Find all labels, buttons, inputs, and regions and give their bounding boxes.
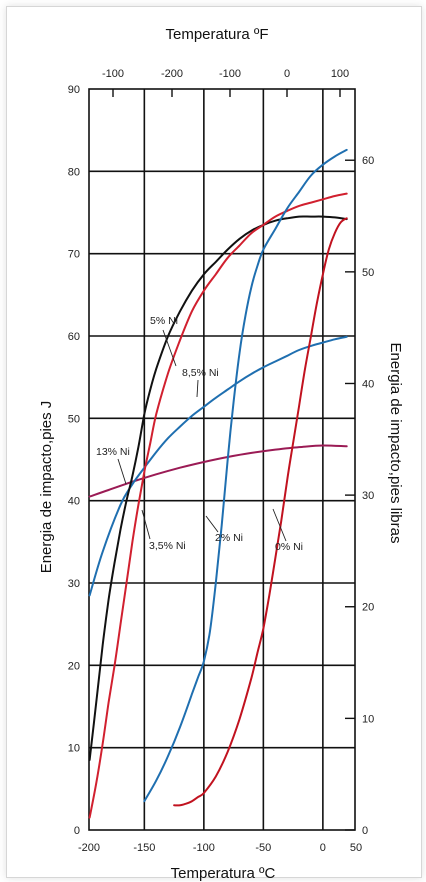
y-tick-label-right: 50 bbox=[362, 267, 374, 279]
x-tick-label-top: -100 bbox=[102, 68, 124, 80]
y-tick-label-left: 10 bbox=[68, 743, 80, 755]
y-tick-label-left: 60 bbox=[68, 331, 80, 343]
y-tick-label-right: 20 bbox=[362, 602, 374, 614]
series-label: 8,5% Ni bbox=[182, 367, 219, 379]
x-tick-label-bottom: 0 bbox=[320, 842, 326, 854]
series-line bbox=[88, 215, 348, 761]
series-labels: 13% Ni 8,5% Ni 5% Ni 3,5% Ni 2% Ni 0% Ni bbox=[96, 315, 303, 553]
x-tick-label-top: 0 bbox=[284, 68, 290, 80]
x-tick-label-top: 100 bbox=[331, 68, 349, 80]
series-label: 5% Ni bbox=[150, 315, 178, 327]
series-label: 13% Ni bbox=[96, 446, 130, 458]
series-line bbox=[88, 335, 348, 597]
x-axis-top-title: Temperatura ºF bbox=[165, 26, 268, 43]
series-line bbox=[143, 148, 348, 803]
y-tick-label-left: 0 bbox=[74, 825, 80, 837]
x-tick-label-bottom: 50 bbox=[350, 842, 362, 854]
y-tick-label-right: 0 bbox=[362, 825, 368, 837]
label-leader bbox=[272, 508, 287, 542]
series-label: 2% Ni bbox=[215, 532, 243, 544]
y-axis-left-title: Energia de impacto,pies J bbox=[38, 401, 55, 574]
x-axis-bottom-title: Temperatura ºC bbox=[171, 865, 276, 882]
label-leader bbox=[162, 329, 177, 367]
y-tick-label-right: 40 bbox=[362, 378, 374, 390]
y-axis-right-title: Energia de impacto,pies libras bbox=[387, 343, 404, 544]
x-tick-label-top: -100 bbox=[219, 68, 241, 80]
y-tick-label-left: 70 bbox=[68, 249, 80, 261]
grid bbox=[89, 89, 355, 830]
y-tick-label-left: 20 bbox=[68, 660, 80, 672]
y-tick-label-right: 10 bbox=[362, 713, 374, 725]
y-tick-label-left: 90 bbox=[68, 84, 80, 96]
plot-border bbox=[88, 88, 356, 831]
x-tick-label-top: -200 bbox=[161, 68, 183, 80]
label-leader bbox=[196, 379, 199, 398]
chart-frame bbox=[6, 6, 422, 878]
x-tick-label-bottom: -100 bbox=[193, 842, 215, 854]
x-tick-label-bottom: -50 bbox=[255, 842, 271, 854]
series-line bbox=[88, 192, 348, 819]
series-label: 3,5% Ni bbox=[149, 540, 186, 552]
y-tick-label-left: 80 bbox=[68, 166, 80, 178]
label-leader bbox=[141, 509, 151, 540]
y-tick-label-left: 40 bbox=[68, 496, 80, 508]
series-lines bbox=[88, 148, 348, 819]
y-tick-label-left: 30 bbox=[68, 578, 80, 590]
x-tick-label-bottom: -150 bbox=[133, 842, 155, 854]
series-line bbox=[173, 217, 348, 807]
x-tick-label-bottom: -200 bbox=[78, 842, 100, 854]
axes: -200 -150 -100 -50 0 50-100 -200 -100 0 100010203… bbox=[68, 68, 375, 854]
label-leader bbox=[117, 458, 127, 485]
y-tick-label-left: 50 bbox=[68, 413, 80, 425]
series-label: 0% Ni bbox=[275, 541, 303, 553]
y-tick-label-right: 30 bbox=[362, 490, 374, 502]
y-tick-label-right: 60 bbox=[362, 155, 374, 167]
label-leader bbox=[205, 515, 219, 533]
